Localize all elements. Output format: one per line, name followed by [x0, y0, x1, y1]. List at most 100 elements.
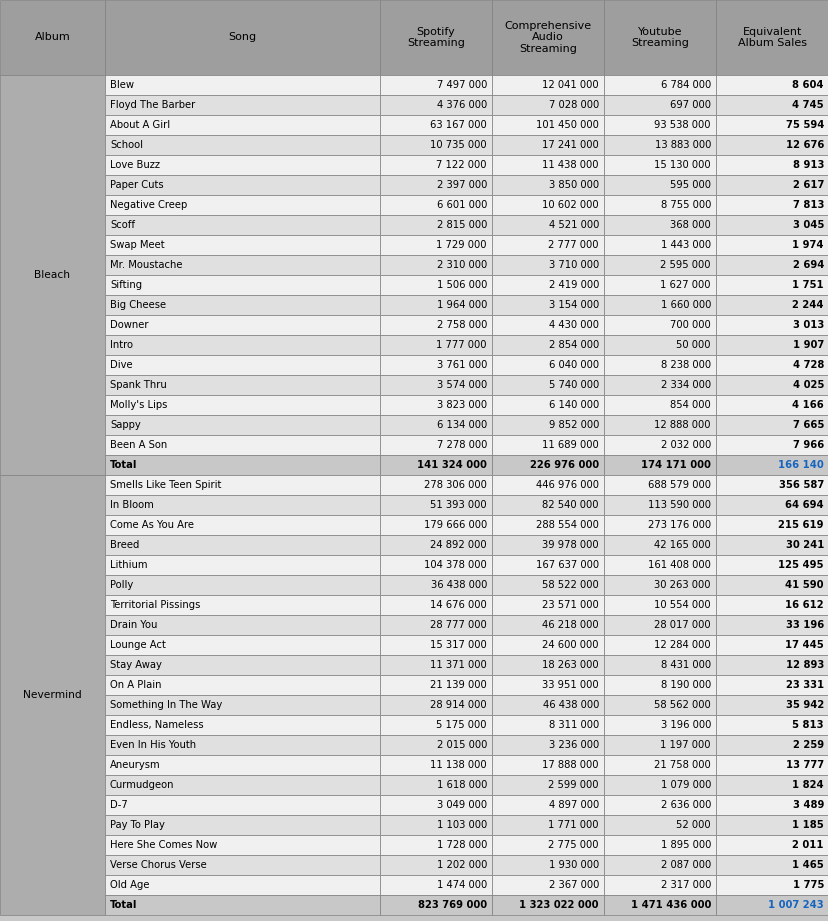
- Bar: [604, 655, 715, 675]
- Bar: [715, 875, 828, 895]
- Text: 2 419 000: 2 419 000: [548, 280, 599, 290]
- Text: 1 974: 1 974: [792, 240, 823, 250]
- Text: 5 175 000: 5 175 000: [436, 720, 486, 730]
- Text: 4 166: 4 166: [792, 400, 823, 410]
- Bar: [604, 135, 715, 155]
- Bar: [379, 0, 491, 75]
- Text: 58 562 000: 58 562 000: [653, 700, 710, 710]
- Text: 141 324 000: 141 324 000: [416, 460, 486, 470]
- Text: 15 130 000: 15 130 000: [653, 160, 710, 170]
- Bar: [715, 415, 828, 435]
- Bar: [604, 75, 715, 95]
- Text: 33 951 000: 33 951 000: [542, 680, 599, 690]
- Text: 697 000: 697 000: [669, 100, 710, 110]
- Text: 2 775 000: 2 775 000: [548, 840, 599, 850]
- Text: 3 710 000: 3 710 000: [548, 260, 599, 270]
- Bar: [604, 215, 715, 235]
- Bar: [715, 595, 828, 615]
- Bar: [105, 535, 379, 555]
- Bar: [379, 255, 491, 275]
- Text: 278 306 000: 278 306 000: [424, 480, 486, 490]
- Bar: [604, 535, 715, 555]
- Text: 167 637 000: 167 637 000: [535, 560, 599, 570]
- Bar: [604, 555, 715, 575]
- Bar: [491, 155, 604, 175]
- Text: 4 376 000: 4 376 000: [436, 100, 486, 110]
- Bar: [105, 775, 379, 795]
- Bar: [105, 655, 379, 675]
- Text: 2 011: 2 011: [792, 840, 823, 850]
- Bar: [604, 175, 715, 195]
- Bar: [715, 195, 828, 215]
- Bar: [715, 255, 828, 275]
- Bar: [604, 315, 715, 335]
- Text: 1 007 243: 1 007 243: [768, 900, 823, 910]
- Text: 17 888 000: 17 888 000: [542, 760, 599, 770]
- Text: 1 103 000: 1 103 000: [436, 820, 486, 830]
- Text: 24 892 000: 24 892 000: [430, 540, 486, 550]
- Text: 7 028 000: 7 028 000: [548, 100, 599, 110]
- Bar: [379, 175, 491, 195]
- Bar: [379, 475, 491, 495]
- Bar: [379, 635, 491, 655]
- Bar: [105, 815, 379, 835]
- Text: 823 769 000: 823 769 000: [417, 900, 486, 910]
- Bar: [105, 135, 379, 155]
- Text: In Bloom: In Bloom: [110, 500, 153, 510]
- Bar: [715, 475, 828, 495]
- Text: 3 489: 3 489: [792, 800, 823, 810]
- Text: 3 761 000: 3 761 000: [436, 360, 486, 370]
- Text: 2 636 000: 2 636 000: [660, 800, 710, 810]
- Bar: [715, 775, 828, 795]
- Text: 1 930 000: 1 930 000: [548, 860, 599, 870]
- Text: 14 676 000: 14 676 000: [430, 600, 486, 610]
- Bar: [105, 0, 379, 75]
- Bar: [604, 355, 715, 375]
- Text: 2 310 000: 2 310 000: [436, 260, 486, 270]
- Bar: [715, 635, 828, 655]
- Text: School: School: [110, 140, 142, 150]
- Text: 1 824: 1 824: [792, 780, 823, 790]
- Bar: [491, 595, 604, 615]
- Bar: [715, 375, 828, 395]
- Text: Pay To Play: Pay To Play: [110, 820, 165, 830]
- Text: 75 594: 75 594: [785, 120, 823, 130]
- Text: 1 506 000: 1 506 000: [436, 280, 486, 290]
- Text: 1 964 000: 1 964 000: [436, 300, 486, 310]
- Bar: [715, 515, 828, 535]
- Text: 7 665: 7 665: [792, 420, 823, 430]
- Text: D-7: D-7: [110, 800, 128, 810]
- Bar: [715, 695, 828, 715]
- Bar: [105, 575, 379, 595]
- Text: 3 013: 3 013: [792, 320, 823, 330]
- Bar: [491, 715, 604, 735]
- Text: About A Girl: About A Girl: [110, 120, 170, 130]
- Bar: [491, 855, 604, 875]
- Bar: [491, 635, 604, 655]
- Bar: [604, 495, 715, 515]
- Text: 446 976 000: 446 976 000: [536, 480, 599, 490]
- Text: Smells Like Teen Spirit: Smells Like Teen Spirit: [110, 480, 221, 490]
- Text: 3 049 000: 3 049 000: [436, 800, 486, 810]
- Bar: [715, 215, 828, 235]
- Text: Old Age: Old Age: [110, 880, 149, 890]
- Bar: [604, 335, 715, 355]
- Bar: [604, 835, 715, 855]
- Bar: [715, 535, 828, 555]
- Bar: [715, 715, 828, 735]
- Text: 12 284 000: 12 284 000: [653, 640, 710, 650]
- Bar: [105, 795, 379, 815]
- Text: 3 850 000: 3 850 000: [548, 180, 599, 190]
- Bar: [379, 395, 491, 415]
- Text: Total: Total: [110, 460, 137, 470]
- Text: Breed: Breed: [110, 540, 139, 550]
- Text: Paper Cuts: Paper Cuts: [110, 180, 163, 190]
- Text: 12 893: 12 893: [785, 660, 823, 670]
- Text: Bleach: Bleach: [35, 270, 70, 280]
- Bar: [105, 755, 379, 775]
- Text: 6 784 000: 6 784 000: [660, 80, 710, 90]
- Text: 11 371 000: 11 371 000: [430, 660, 486, 670]
- Bar: [491, 235, 604, 255]
- Text: 36 438 000: 36 438 000: [430, 580, 486, 590]
- Text: 1 660 000: 1 660 000: [660, 300, 710, 310]
